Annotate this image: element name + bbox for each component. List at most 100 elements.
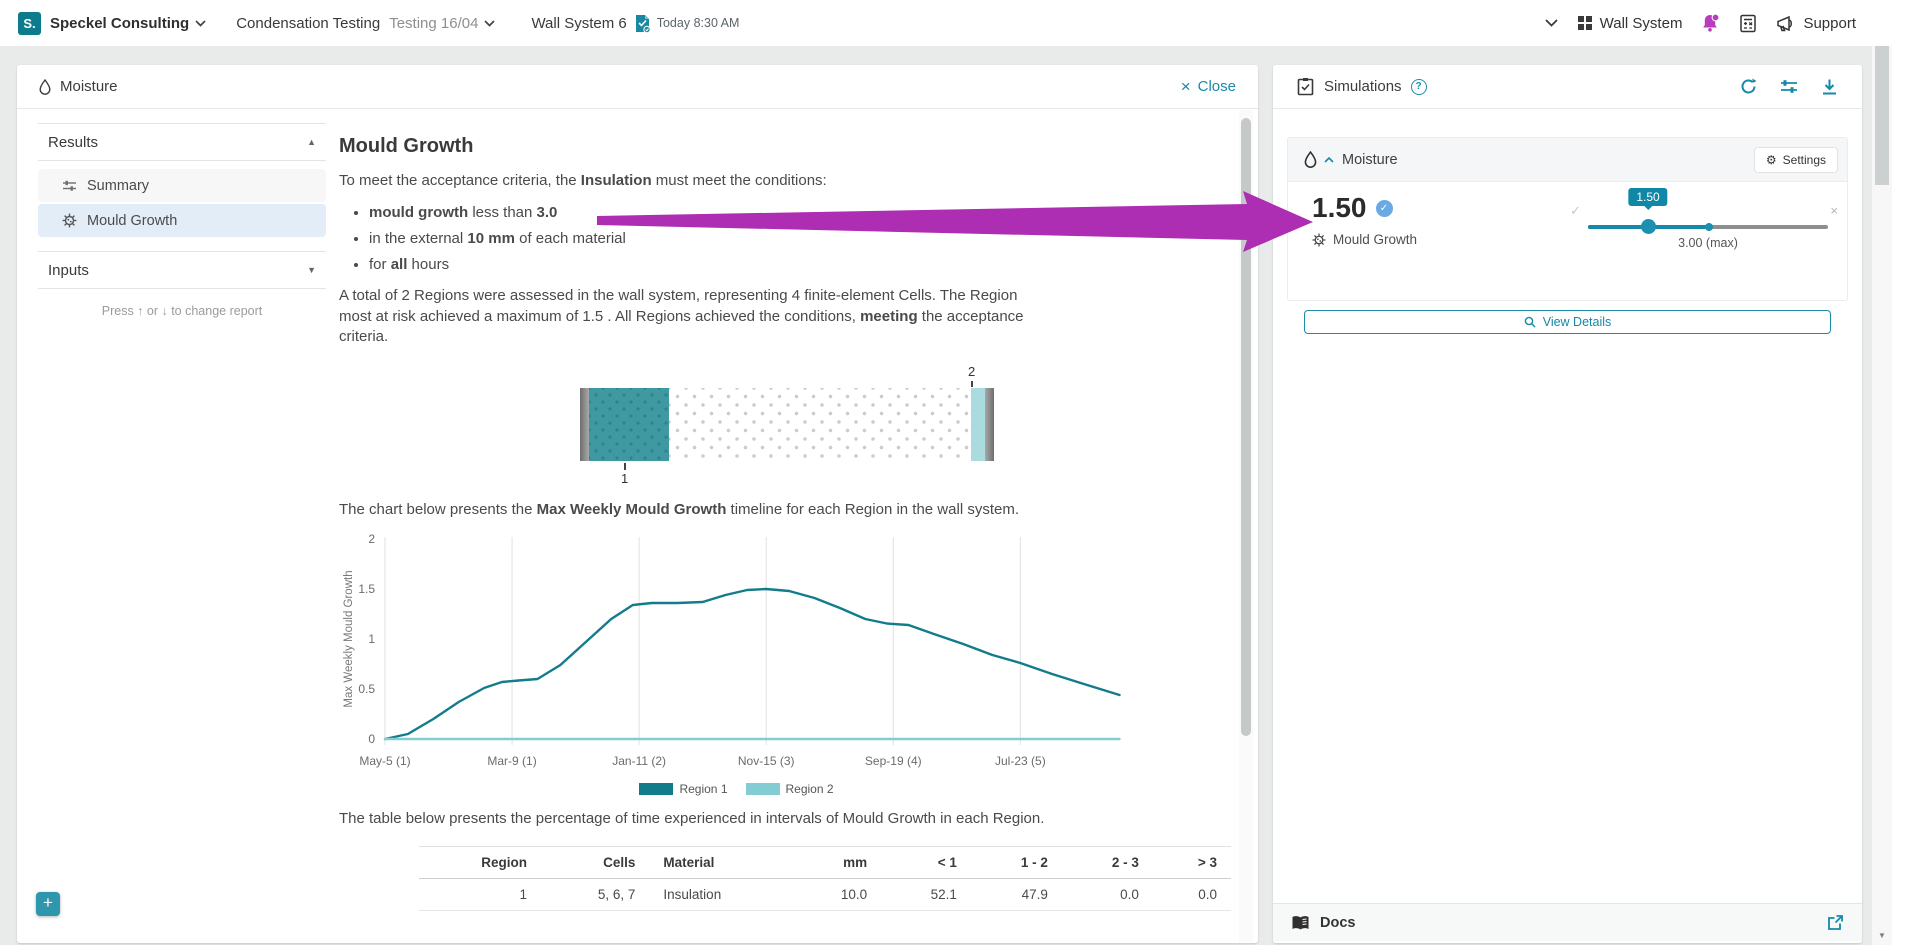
svg-text:2: 2 — [368, 532, 375, 546]
slider-max-label: 3.00 (max) — [1678, 236, 1738, 250]
view-label: Wall System — [1599, 14, 1683, 32]
org-name: Speckel Consulting — [50, 14, 190, 32]
sidebar-item-mould-growth[interactable]: Mould Growth — [38, 204, 326, 237]
region-1-tick — [624, 463, 626, 470]
checklist-icon[interactable] — [1780, 79, 1799, 94]
report-panel-header: Moisture × Close — [17, 65, 1258, 109]
results-label: Results — [48, 133, 99, 151]
wall-system-name[interactable]: Wall System 6 — [531, 14, 627, 32]
table-row: 1 5, 6, 7 Insulation 10.0 52.1 47.9 0.0 0.0 — [419, 878, 1231, 911]
add-report-button[interactable]: + — [36, 892, 60, 916]
legend-label: Region 1 — [679, 782, 728, 797]
calculator-icon[interactable] — [1739, 14, 1757, 33]
view-selector[interactable]: Wall System — [1577, 14, 1683, 32]
region-2-tick — [971, 381, 973, 387]
support-button[interactable]: Support — [1776, 15, 1856, 32]
caret-up-icon: ▲ — [307, 137, 316, 147]
table-intro-paragraph: The table below presents the percentage … — [339, 810, 1045, 828]
close-icon: × — [1180, 77, 1191, 96]
settings-button[interactable]: ⚙ Settings — [1754, 147, 1837, 172]
summary-label: Summary — [87, 177, 150, 194]
metric-label: Mould Growth — [1333, 232, 1418, 247]
table-cell: Insulation — [649, 878, 792, 911]
document-saved-icon — [635, 14, 651, 33]
svg-text:Max Weekly Mould Growth: Max Weekly Mould Growth — [343, 571, 355, 708]
region-2-marker: 2 — [968, 364, 976, 379]
org-menu[interactable]: Speckel Consulting — [50, 15, 206, 32]
chevron-up-icon[interactable] — [1324, 156, 1334, 163]
mould-icon — [62, 213, 77, 228]
svg-text:Sep-19 (4): Sep-19 (4) — [865, 754, 922, 768]
close-report-button[interactable]: × Close — [1181, 78, 1236, 95]
legend-swatch — [639, 783, 674, 796]
project-name[interactable]: Condensation Testing — [236, 14, 381, 32]
megaphone-icon — [1777, 15, 1793, 31]
grid-icon — [1577, 16, 1592, 30]
help-icon[interactable]: ? — [1410, 78, 1427, 95]
caret-down-icon: ▼ — [307, 265, 316, 275]
wall-layer-region2 — [971, 388, 985, 461]
download-icon[interactable] — [1821, 78, 1838, 96]
window-scrollbar-thumb[interactable] — [1875, 20, 1889, 185]
window-scrollbar[interactable]: ▲ ▼ — [1872, 0, 1892, 945]
wall-inner-edge — [985, 388, 994, 461]
close-label: Close — [1197, 78, 1236, 95]
inputs-label: Inputs — [48, 261, 89, 279]
slider-clear-icon[interactable]: × — [1830, 203, 1838, 218]
droplet-icon — [1304, 151, 1317, 168]
slider-track[interactable] — [1588, 219, 1828, 234]
table-header-cell: < 1 — [881, 845, 971, 879]
chart-intro-paragraph: The chart below presents the Max Weekly … — [339, 501, 1019, 518]
sidebar-section-results[interactable]: Results ▲ — [38, 123, 326, 161]
simulations-title: Simulations — [1324, 78, 1402, 95]
moisture-simulation-card: Moisture ⚙ Settings 1.50 ✓ Moul — [1287, 137, 1848, 334]
app-logo[interactable]: S. — [18, 11, 41, 35]
intro-paragraph: To meet the acceptance criteria, the Ins… — [339, 172, 827, 189]
support-label: Support — [1803, 14, 1856, 32]
mould-growth-slider[interactable]: ✓ × 1.50 3.00 (max) — [1570, 188, 1838, 252]
svg-text:0.5: 0.5 — [358, 682, 375, 696]
droplet-icon — [39, 78, 51, 95]
chevron-down-icon — [195, 19, 206, 27]
slider-accept-icon[interactable]: ✓ — [1570, 203, 1581, 218]
table-header-cell: mm — [791, 845, 882, 879]
version-label: Testing 16/04 — [389, 14, 479, 32]
svg-text:1.5: 1.5 — [358, 582, 375, 596]
table-header-cell: 2 - 3 — [1061, 845, 1153, 879]
view-details-label: View Details — [1542, 315, 1612, 329]
wall-outer-edge — [580, 388, 589, 461]
table-cell: 1 — [419, 878, 541, 911]
table-header-cell: > 3 — [1152, 845, 1231, 879]
right-rail — [1892, 0, 1920, 945]
sidebar-section-inputs[interactable]: Inputs ▼ — [38, 251, 326, 289]
table-header-cell: Material — [649, 845, 792, 879]
slider-max-dot — [1705, 223, 1713, 231]
docs-link-row[interactable]: Docs — [1273, 903, 1862, 941]
mould-growth-chart: May-5 (1) Mar-9 (1) Jan-11 (2) Nov-15 (3) Se… — [343, 532, 1121, 768]
report-sidebar: Results ▲ Summary Mould — [38, 123, 326, 318]
table-cell: 47.9 — [970, 878, 1062, 911]
table-cell: 10.0 — [791, 878, 882, 911]
report-title: Moisture — [60, 78, 118, 95]
last-saved-time: Today 8:30 AM — [656, 16, 740, 30]
notification-bell-icon[interactable] — [1701, 13, 1720, 33]
report-scrollbar-thumb[interactable] — [1241, 118, 1251, 736]
legend-label: Region 2 — [785, 782, 834, 797]
table-header-cell: Region — [419, 845, 541, 879]
external-link-icon[interactable] — [1827, 914, 1844, 931]
mould-growth-label: Mould Growth — [87, 212, 178, 229]
moisture-card-header: Moisture ⚙ Settings — [1288, 138, 1847, 182]
table-header-cell: Cells — [541, 845, 650, 879]
svg-text:Nov-15 (3): Nov-15 (3) — [738, 754, 795, 768]
sidebar-item-summary[interactable]: Summary — [38, 169, 326, 202]
slider-thumb[interactable] — [1641, 219, 1656, 234]
top-bar: S. Speckel Consulting Condensation Testi… — [0, 0, 1920, 46]
report-scrollbar[interactable] — [1239, 110, 1253, 942]
summary-tune-icon — [63, 180, 76, 191]
refresh-icon[interactable] — [1739, 77, 1758, 96]
version-menu[interactable]: Testing 16/04 — [389, 14, 496, 32]
view-details-button[interactable]: View Details — [1304, 310, 1831, 334]
scroll-down-arrow[interactable]: ▼ — [1878, 931, 1886, 940]
pass-check-badge: ✓ — [1375, 199, 1393, 217]
chevron-down-icon[interactable] — [1545, 19, 1558, 27]
